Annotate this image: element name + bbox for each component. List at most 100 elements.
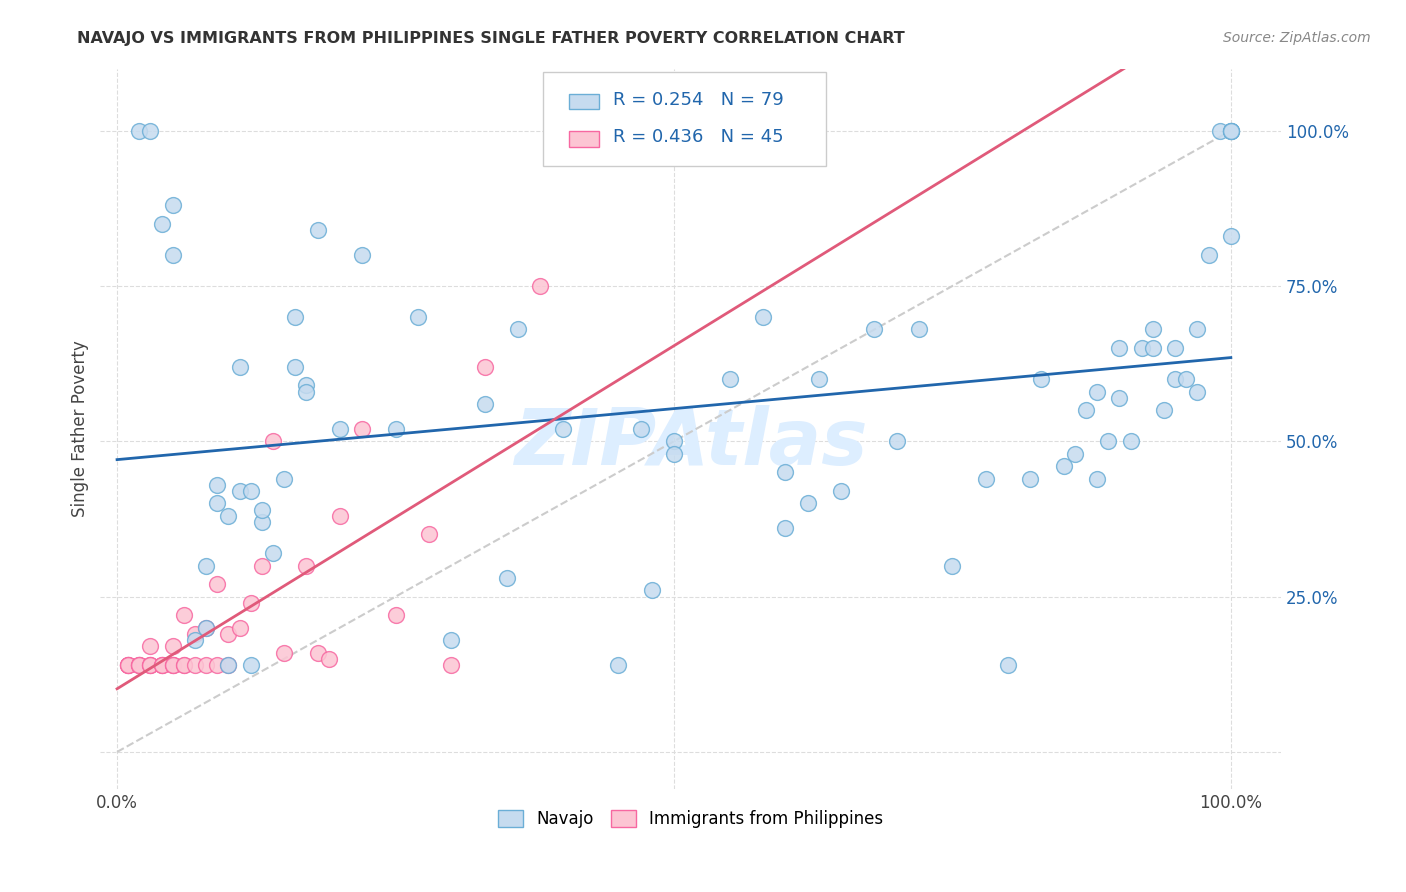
Point [162, 248, 184, 262]
Point [128, 123, 150, 137]
Point [1208, 123, 1230, 137]
Point [1130, 341, 1153, 355]
Text: R = 0.436   N = 45: R = 0.436 N = 45 [613, 128, 783, 146]
Point [1219, 123, 1241, 137]
Point [207, 657, 229, 672]
Point [630, 422, 652, 436]
Point [1074, 403, 1097, 417]
Point [1219, 123, 1241, 137]
Point [228, 359, 250, 374]
Point [217, 627, 239, 641]
Point [796, 496, 818, 510]
Point [117, 657, 139, 672]
Point [217, 657, 239, 672]
Point [284, 359, 307, 374]
Point [1164, 341, 1187, 355]
Point [150, 657, 173, 672]
Point [1085, 472, 1108, 486]
Point [217, 657, 239, 672]
Point [128, 657, 150, 672]
Point [195, 621, 218, 635]
Point [162, 198, 184, 212]
Point [295, 378, 318, 392]
Point [440, 633, 463, 648]
Point [239, 657, 262, 672]
Point [1119, 434, 1142, 449]
Point [295, 384, 318, 399]
Point [1097, 434, 1119, 449]
Point [863, 322, 886, 336]
Point [228, 483, 250, 498]
Point [662, 447, 685, 461]
Point [195, 621, 218, 635]
Point [1064, 447, 1087, 461]
Point [162, 640, 184, 654]
Point [997, 657, 1019, 672]
Point [318, 652, 340, 666]
Point [207, 577, 229, 591]
Point [1164, 372, 1187, 386]
Point [941, 558, 963, 573]
Point [139, 657, 162, 672]
Point [273, 646, 295, 660]
Point [139, 640, 162, 654]
Point [250, 558, 273, 573]
Point [1153, 403, 1175, 417]
Legend: Navajo, Immigrants from Philippines: Navajo, Immigrants from Philippines [492, 804, 890, 835]
Point [775, 466, 797, 480]
Point [1219, 123, 1241, 137]
Point [830, 483, 852, 498]
Point [117, 657, 139, 672]
Point [262, 434, 284, 449]
Text: Source: ZipAtlas.com: Source: ZipAtlas.com [1223, 31, 1371, 45]
Point [1187, 384, 1209, 399]
Point [974, 472, 997, 486]
Point [440, 657, 463, 672]
Point [908, 322, 931, 336]
Point [307, 646, 329, 660]
Point [139, 657, 162, 672]
Point [1198, 248, 1220, 262]
Point [250, 515, 273, 529]
Point [1108, 341, 1130, 355]
Point [807, 372, 830, 386]
Point [418, 527, 440, 541]
Point [607, 657, 630, 672]
Point [1142, 322, 1164, 336]
Point [150, 217, 173, 231]
Point [150, 657, 173, 672]
Point [139, 123, 162, 137]
Point [184, 633, 207, 648]
Point [1108, 391, 1130, 405]
Point [228, 621, 250, 635]
Point [239, 483, 262, 498]
Point [173, 608, 195, 623]
Point [128, 657, 150, 672]
Point [195, 558, 218, 573]
Point [162, 657, 184, 672]
Point [752, 310, 775, 324]
Point [139, 657, 162, 672]
Point [718, 372, 741, 386]
Point [184, 627, 207, 641]
Text: R = 0.254   N = 79: R = 0.254 N = 79 [613, 91, 783, 109]
Point [384, 608, 406, 623]
Point [295, 558, 318, 573]
Point [117, 657, 139, 672]
Point [496, 571, 519, 585]
Point [284, 310, 307, 324]
Point [184, 657, 207, 672]
Point [207, 496, 229, 510]
FancyBboxPatch shape [569, 131, 599, 146]
Point [1175, 372, 1198, 386]
Point [1187, 322, 1209, 336]
Point [1019, 472, 1042, 486]
Point [474, 397, 496, 411]
Point [352, 422, 374, 436]
Point [262, 546, 284, 560]
Point [329, 422, 352, 436]
Point [529, 279, 551, 293]
Point [474, 359, 496, 374]
Point [329, 508, 352, 523]
Point [195, 657, 218, 672]
